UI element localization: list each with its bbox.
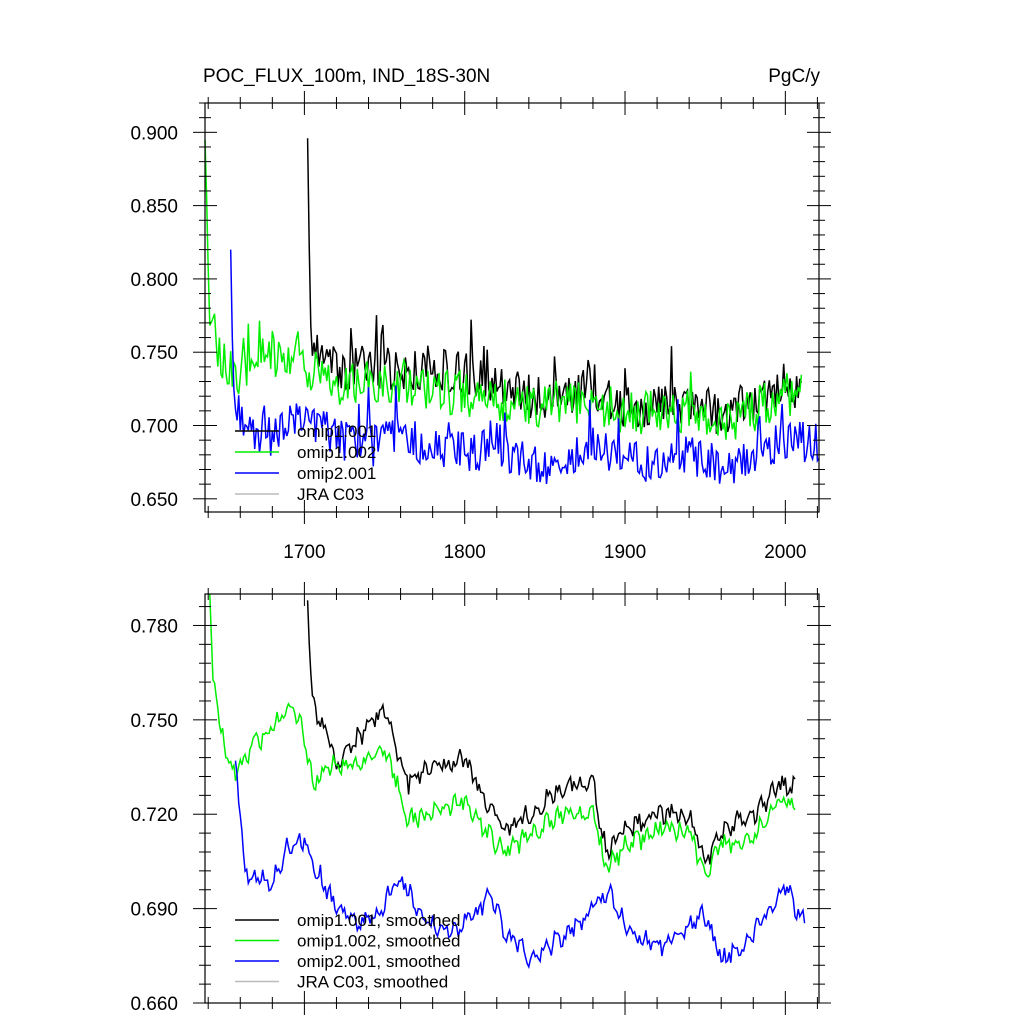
y-tick-label: 0.720 — [130, 805, 178, 826]
chart-title: POC_FLUX_100m, IND_18S-30N — [203, 66, 490, 87]
axes: 0.780 0.750 0.720 0.690 0.660 — [130, 582, 831, 1015]
y-tick-label: 0.780 — [130, 616, 178, 637]
y-tick-label: 0.650 — [130, 490, 178, 511]
units-label: PgC/y — [768, 66, 820, 87]
series-layer — [204, 138, 820, 484]
legend-label: JRA C03 — [297, 485, 364, 504]
plot-frame — [204, 593, 820, 1004]
y-tick-label: 0.850 — [130, 197, 178, 218]
y-tick-label: 0.750 — [130, 343, 178, 364]
legend-label: omip1.001, smoothed — [297, 911, 461, 930]
y-tick-label: 0.660 — [130, 994, 178, 1015]
series-line — [204, 139, 803, 440]
series-layer — [209, 593, 806, 970]
legend-label: omip1.002 — [297, 443, 376, 462]
legend-label: omip2.001 — [297, 464, 376, 483]
plot-frame — [204, 102, 820, 513]
series-line — [234, 760, 806, 970]
x-tick-label: 1800 — [444, 542, 486, 563]
legend: omip1.001 omip1.002 omip2.001 JRA C03 — [235, 422, 376, 504]
y-tick-label: 0.800 — [130, 270, 178, 291]
series-line — [229, 249, 820, 484]
y-tick-label: 0.900 — [130, 123, 178, 144]
axes: 0.900 0.850 0.800 0.750 0.700 0.650 1700 1800 19… — [130, 91, 831, 563]
legend-label: omip1.002, smoothed — [297, 932, 461, 951]
panel-top: POC_FLUX_100m, IND_18S-30N PgC/y omip1.0… — [130, 66, 831, 563]
y-tick-label: 0.750 — [130, 711, 178, 732]
legend-label: JRA C03, smoothed — [297, 973, 448, 992]
series-line — [209, 593, 796, 878]
panel-bottom: omip1.001, smoothed omip1.002, smoothedom… — [130, 582, 831, 1015]
legend-label: omip1.001 — [297, 422, 376, 441]
y-tick-label: 0.690 — [130, 900, 178, 921]
x-tick-label: 2000 — [764, 542, 806, 563]
x-tick-label: 1700 — [283, 542, 325, 563]
x-tick-label: 1900 — [604, 542, 646, 563]
series-line — [306, 600, 796, 865]
legend-label: omip2.001, smoothed — [297, 952, 461, 971]
y-tick-label: 0.700 — [130, 417, 178, 438]
legend: omip1.001, smoothed omip1.002, smoothedom… — [235, 911, 461, 992]
